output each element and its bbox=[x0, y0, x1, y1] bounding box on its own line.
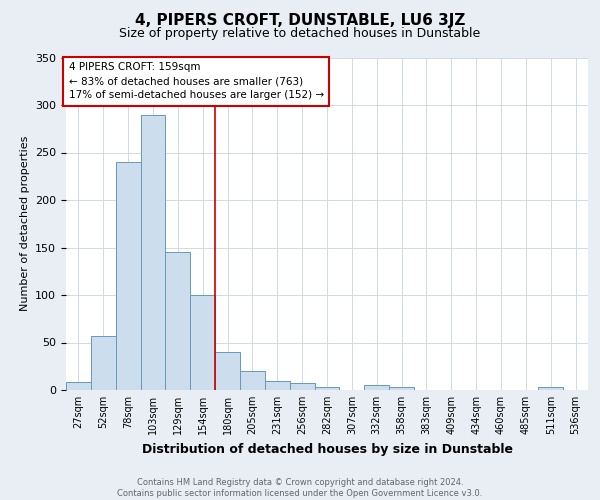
Text: 4 PIPERS CROFT: 159sqm
← 83% of detached houses are smaller (763)
17% of semi-de: 4 PIPERS CROFT: 159sqm ← 83% of detached… bbox=[68, 62, 324, 100]
Text: Contains HM Land Registry data © Crown copyright and database right 2024.
Contai: Contains HM Land Registry data © Crown c… bbox=[118, 478, 482, 498]
Y-axis label: Number of detached properties: Number of detached properties bbox=[20, 136, 29, 312]
Bar bbox=[290, 384, 314, 390]
Text: Size of property relative to detached houses in Dunstable: Size of property relative to detached ho… bbox=[119, 28, 481, 40]
Bar bbox=[215, 352, 240, 390]
Bar bbox=[364, 385, 389, 390]
Bar bbox=[166, 252, 190, 390]
Bar bbox=[538, 387, 563, 390]
X-axis label: Distribution of detached houses by size in Dunstable: Distribution of detached houses by size … bbox=[142, 442, 512, 456]
Bar bbox=[389, 387, 414, 390]
Text: 4, PIPERS CROFT, DUNSTABLE, LU6 3JZ: 4, PIPERS CROFT, DUNSTABLE, LU6 3JZ bbox=[135, 12, 465, 28]
Bar bbox=[314, 387, 340, 390]
Bar bbox=[240, 371, 265, 390]
Bar bbox=[116, 162, 140, 390]
Bar bbox=[190, 295, 215, 390]
Bar bbox=[66, 382, 91, 390]
Bar bbox=[140, 114, 166, 390]
Bar bbox=[265, 380, 290, 390]
Bar bbox=[91, 336, 116, 390]
